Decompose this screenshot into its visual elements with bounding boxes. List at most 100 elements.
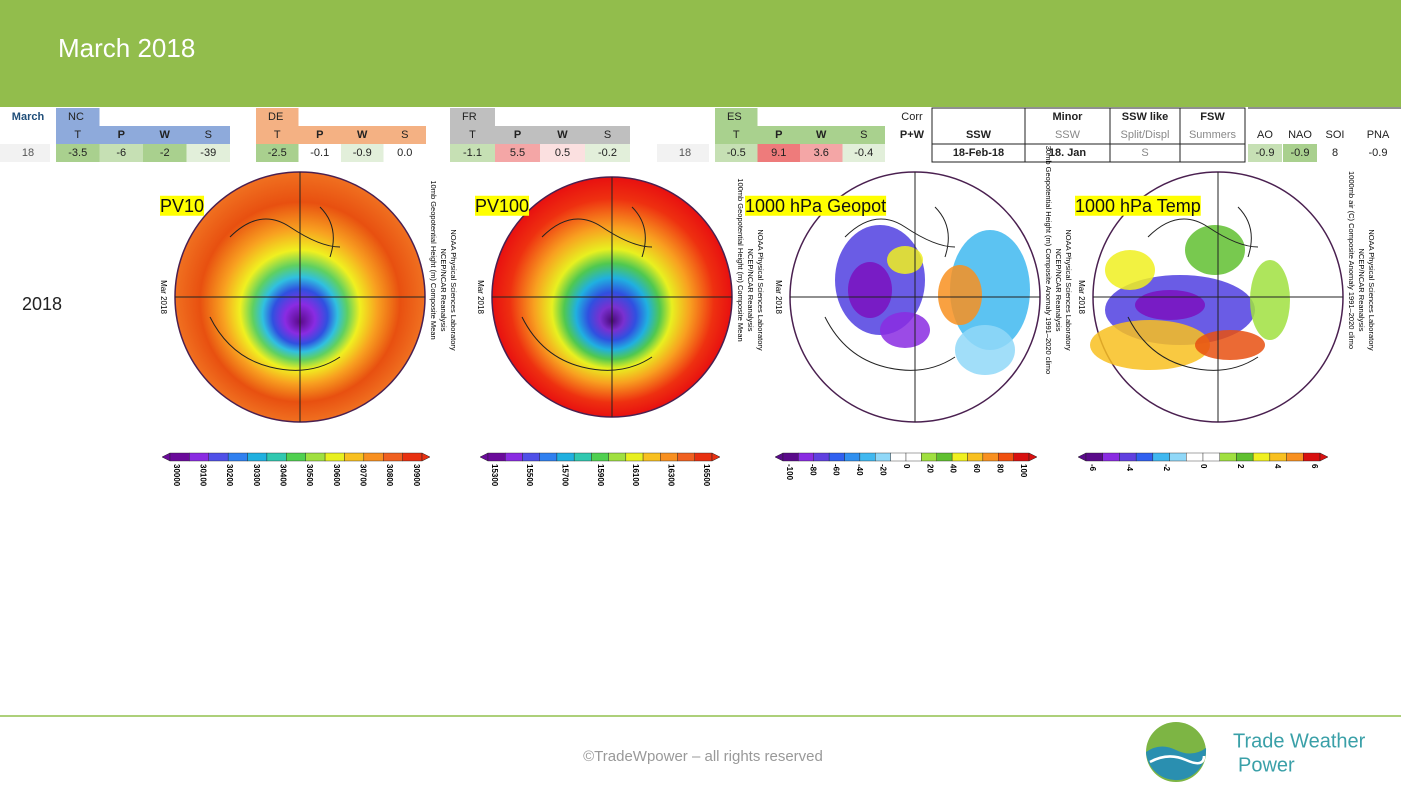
colorbar-step — [1303, 452, 1321, 462]
colorbar-label: -40 — [855, 464, 864, 476]
corr-label: P+W — [900, 129, 925, 141]
index-name: AO — [1257, 129, 1273, 141]
colorbar-step — [324, 452, 345, 462]
event-value: S — [1141, 147, 1148, 159]
cell — [585, 144, 630, 162]
cell — [56, 126, 230, 144]
colorbar-step — [487, 452, 506, 462]
index-value: -0.9 — [1291, 147, 1310, 159]
colorbar-label: 40 — [949, 464, 958, 473]
index-value: -0.9 — [1256, 147, 1275, 159]
event-sub: Summers — [1189, 129, 1237, 141]
map-caption: NCEP/NCAR Reanalysis — [1054, 249, 1063, 332]
param-value: -0.1 — [310, 147, 329, 159]
param-label: T — [74, 129, 81, 141]
map-date: Mar 2018 — [476, 280, 485, 314]
cell — [450, 108, 495, 126]
colorbar-label: 30800 — [385, 464, 394, 487]
map-panel: 1000 hPa Temp Mar 2018 1000mb air (C) Comp… — [1075, 171, 1376, 472]
param-label: W — [357, 129, 368, 141]
map-caption: NCEP/NCAR Reanalysis — [1357, 249, 1366, 332]
cell — [450, 126, 630, 144]
event-title: Minor — [1053, 111, 1084, 123]
param-value: -2 — [160, 147, 170, 159]
param-value: 0.0 — [397, 147, 412, 159]
colorbar-label: 30500 — [305, 464, 314, 487]
colorbar-end — [1077, 452, 1087, 462]
cell — [186, 144, 230, 162]
colorbar-end — [1028, 452, 1038, 462]
index-name: SOI — [1326, 129, 1345, 141]
event-sub: SSW — [1055, 129, 1081, 141]
label-highlight — [475, 195, 530, 216]
map-shading — [1195, 330, 1265, 360]
colorbar-step — [556, 452, 575, 462]
colorbar-label: -2 — [1162, 464, 1171, 472]
param-label: S — [860, 129, 867, 141]
event-sub: Split/Displ — [1121, 129, 1170, 141]
cell-text: 18 — [679, 147, 691, 159]
colorbar-label: 80 — [995, 464, 1004, 473]
colorbar-step — [677, 452, 695, 462]
colorbar-step — [905, 452, 922, 462]
colorbar-step — [694, 452, 713, 462]
colorbar-label: -60 — [832, 464, 841, 476]
event-value: 18. Jan — [1049, 147, 1087, 159]
colorbar-end — [161, 452, 171, 462]
param-label: T — [733, 129, 740, 141]
row-label: March — [12, 111, 45, 123]
map-caption: NOAA Physical Sciences Laboratory — [1064, 229, 1073, 351]
map-shading — [1135, 290, 1205, 320]
colorbar-step — [1202, 452, 1220, 462]
colorbar-label: 30700 — [359, 464, 368, 487]
map-date: Mar 2018 — [774, 280, 783, 314]
colorbar-step — [1186, 452, 1204, 462]
colorbar-step — [305, 452, 326, 462]
colorbar-step — [286, 452, 306, 462]
colorbar-step — [539, 452, 558, 462]
map-label: 1000 hPa Temp — [1075, 196, 1201, 216]
colorbar-label: -20 — [878, 464, 887, 476]
param-value: -0.9 — [353, 147, 372, 159]
colorbar-step — [402, 452, 423, 462]
index-name: PNA — [1367, 129, 1390, 141]
colorbar-step — [828, 452, 845, 462]
param-label: P — [316, 129, 323, 141]
copyright: ©TradeWpower – all rights reserved — [583, 748, 823, 765]
slide-title: March 2018 — [58, 33, 195, 63]
colorbar-step — [660, 452, 678, 462]
cell — [56, 108, 100, 126]
colorbar-label: 30300 — [252, 464, 261, 487]
map-shading — [955, 325, 1015, 375]
colorbar-label: 30600 — [332, 464, 341, 487]
colorbar-step — [344, 452, 365, 462]
colorbar-step — [383, 452, 403, 462]
map-caption: 1000mb air (C) Composite Anomaly 1991–20… — [1347, 171, 1356, 349]
colorbar-step — [1152, 452, 1170, 462]
colorbar-step — [844, 452, 861, 462]
param-value: 3.6 — [814, 147, 829, 159]
cell — [540, 144, 585, 162]
label-highlight — [1075, 195, 1201, 216]
colorbar-label: 100 — [1019, 464, 1028, 478]
colorbar-step — [1169, 452, 1187, 462]
brand-line: Trade Weather — [1233, 730, 1366, 752]
map-label: PV10 — [160, 196, 204, 216]
colorbar-step — [169, 452, 190, 462]
param-label: T — [274, 129, 281, 141]
map-panels: PV10 Mar 2018 10mb Geopotential Height (m)… — [159, 146, 1376, 487]
colorbar-step — [1102, 452, 1120, 462]
cell — [99, 144, 143, 162]
colorbar-label: 30400 — [279, 464, 288, 487]
cell — [715, 108, 758, 126]
colorbar-label: 16500 — [702, 464, 711, 487]
coastline — [521, 206, 653, 371]
colorbar-end — [711, 452, 721, 462]
colorbar-end — [479, 452, 489, 462]
event-title: FSW — [1200, 111, 1225, 123]
param-value: -0.2 — [598, 147, 617, 159]
header-band — [0, 0, 1401, 107]
map-caption: NCEP/NCAR Reanalysis — [439, 249, 448, 332]
colorbar-label: 60 — [972, 464, 981, 473]
